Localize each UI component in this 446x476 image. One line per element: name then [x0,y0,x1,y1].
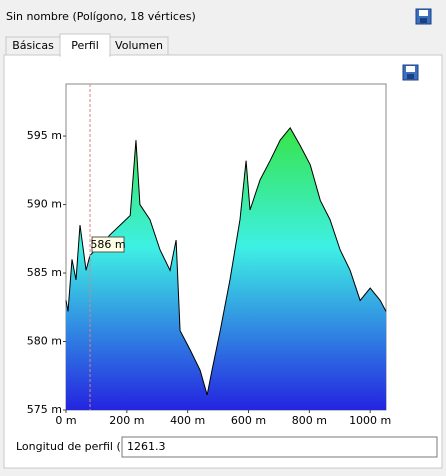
y-tick-label: 585 m [27,266,62,279]
y-tick-label: 590 m [27,198,62,211]
x-tick-label: 1000 m [349,414,391,427]
length-value: 1261.3 [127,440,166,453]
tab-label: Básicas [12,39,54,52]
x-tick-label: 600 m [231,414,266,427]
window-title: Sin nombre (Polígono, 18 vértices) [6,10,196,23]
y-tick-label: 580 m [27,335,62,348]
y-tick-label: 575 m [27,403,62,416]
area-fill [66,127,386,410]
save-button[interactable] [415,8,432,25]
x-tick-label: 400 m [170,414,205,427]
x-tick-label: 0 m [55,414,76,427]
save-profile-button[interactable] [402,64,419,81]
tab-label: Perfil [71,39,99,52]
x-tick-label: 200 m [109,414,144,427]
cursor-label: 586 m [90,238,125,251]
tab-label: Volumen [115,39,163,52]
tab-join [61,54,109,57]
y-tick-label: 595 m [27,129,62,142]
cursor-label-box [91,236,125,253]
length-label: Longitud de perfil (m): [16,440,139,453]
length-input[interactable] [121,436,438,458]
tab[interactable] [109,36,169,56]
x-tick-label: 800 m [292,414,327,427]
